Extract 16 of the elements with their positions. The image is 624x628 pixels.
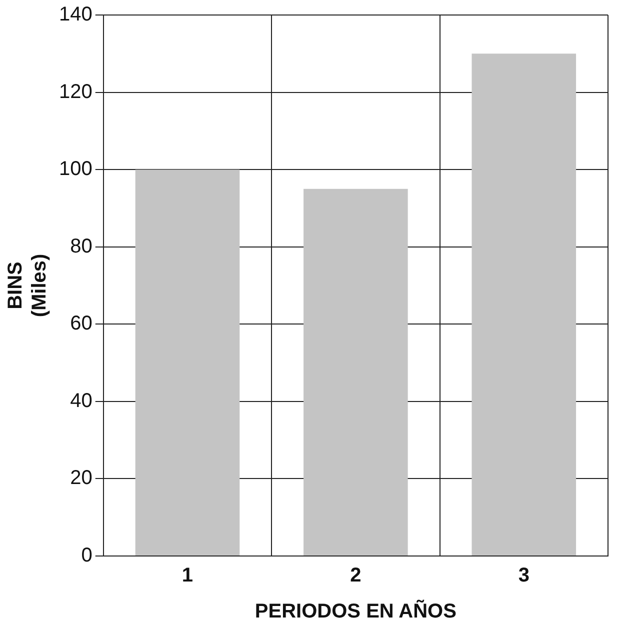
x-tick-label: 3 xyxy=(518,564,530,587)
y-tick-label: 60 xyxy=(70,312,92,335)
y-tick-label: 100 xyxy=(58,158,92,180)
x-tick-label: 1 xyxy=(182,564,194,587)
bar xyxy=(472,54,576,556)
bar xyxy=(304,188,408,556)
y-tick-label: 20 xyxy=(70,467,92,490)
y-tick-label: 120 xyxy=(58,80,92,103)
y-tick-label: 140 xyxy=(58,4,92,26)
y-tick-label: 80 xyxy=(70,235,92,258)
bar xyxy=(135,170,240,556)
x-tick-label: 2 xyxy=(350,564,362,587)
y-tick-label: 40 xyxy=(70,390,92,412)
y-axis-title: BINS (Miles) xyxy=(4,254,51,318)
y-tick-label: 0 xyxy=(81,544,92,567)
x-axis-title: PERIODOS EN AÑOS xyxy=(254,600,456,623)
